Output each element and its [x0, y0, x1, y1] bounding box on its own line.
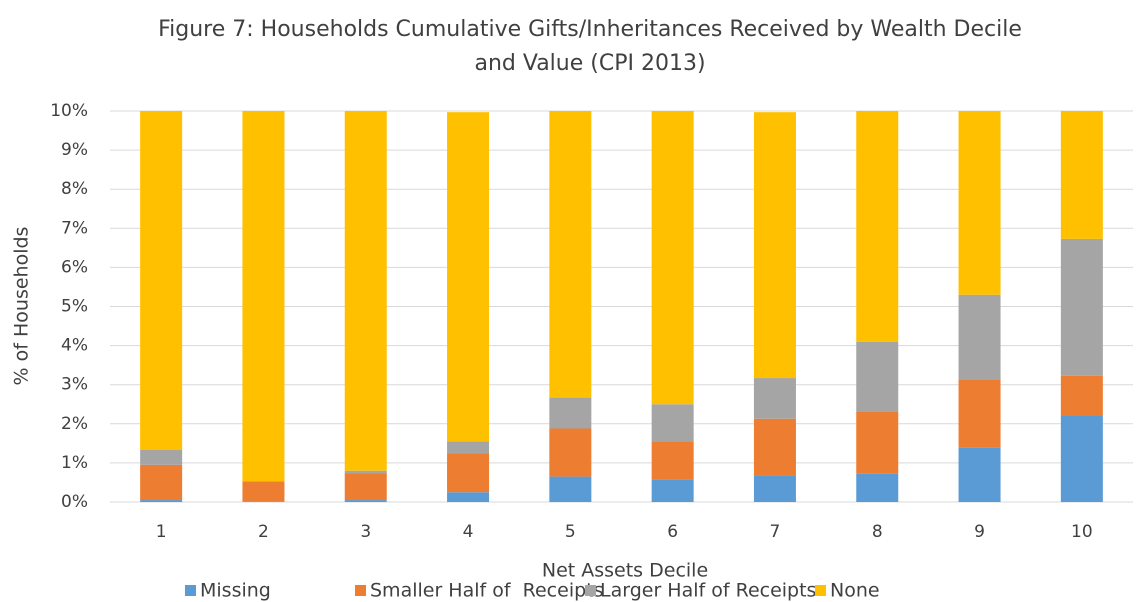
x-tick-label: 7: [770, 522, 781, 542]
y-tick-label: 6%: [61, 257, 88, 277]
legend-label: None: [830, 580, 880, 602]
bar-segment: [856, 341, 899, 412]
legend-swatch: [355, 585, 366, 596]
y-tick-label: 0%: [61, 492, 88, 512]
bar-segment: [856, 411, 899, 474]
x-tick-label: 2: [258, 522, 269, 542]
x-tick-label: 3: [360, 522, 371, 542]
legend-swatch: [815, 585, 826, 596]
bar-segment: [549, 397, 592, 429]
bar-segment: [140, 111, 183, 450]
chart-title: and Value (CPI 2013): [474, 51, 705, 76]
x-axis-label: Net Assets Decile: [542, 560, 708, 582]
legend-label: Smaller Half of Receipts: [370, 580, 604, 602]
bar-segment: [140, 500, 183, 502]
bar-segment: [958, 380, 1001, 448]
bar-segment: [1060, 375, 1103, 416]
bar-segment: [753, 378, 796, 419]
y-axis-label: % of Households: [11, 227, 33, 386]
bar-segment: [753, 112, 796, 379]
bar-segment: [447, 453, 490, 493]
bar-segment: [549, 111, 592, 398]
bar-segment: [447, 441, 490, 454]
y-tick-label: 9%: [61, 140, 88, 160]
x-tick-label: 8: [872, 522, 883, 542]
bar-segment: [242, 111, 285, 482]
x-tick-label: 6: [667, 522, 678, 542]
bar-segment: [651, 404, 694, 442]
x-tick-label: 9: [974, 522, 985, 542]
bar-segment: [1060, 415, 1103, 502]
bar-segment: [344, 470, 387, 474]
bar-segment: [242, 501, 285, 502]
x-tick-label: 5: [565, 522, 576, 542]
bar-segment: [140, 449, 183, 465]
bar-segment: [1060, 238, 1103, 376]
bar-segment: [447, 492, 490, 502]
bar-segment: [549, 476, 592, 502]
bar-segment: [140, 464, 183, 501]
chart-title: Figure 7: Households Cumulative Gifts/In…: [158, 17, 1022, 42]
bar-segment: [856, 473, 899, 502]
bar-segment: [242, 481, 285, 502]
bar-segment: [856, 111, 899, 342]
y-tick-label: 10%: [50, 101, 88, 121]
bar-segment: [344, 500, 387, 502]
x-tick-label: 4: [463, 522, 474, 542]
legend-label: Larger Half of Receipts: [600, 580, 816, 602]
y-tick-label: 5%: [61, 297, 88, 317]
bar-segment: [651, 479, 694, 502]
bar-segment: [753, 418, 796, 476]
y-tick-label: 7%: [61, 218, 88, 238]
bar-segment: [753, 475, 796, 502]
legend-label: Missing: [200, 580, 271, 602]
bar-segment: [549, 428, 592, 477]
bar-segment: [344, 473, 387, 501]
legend-swatch: [185, 585, 196, 596]
bar-segment: [344, 111, 387, 471]
bar-segment: [958, 111, 1001, 295]
bar-segment: [447, 112, 490, 442]
y-tick-label: 3%: [61, 375, 88, 395]
bar-segment: [651, 441, 694, 480]
y-tick-label: 4%: [61, 336, 88, 356]
x-tick-label: 10: [1071, 522, 1093, 542]
legend-swatch: [585, 585, 596, 596]
bar-segment: [651, 111, 694, 405]
y-tick-label: 2%: [61, 414, 88, 434]
bar-segment: [958, 447, 1001, 502]
bar-segment: [958, 294, 1001, 381]
x-tick-label: 1: [156, 522, 167, 542]
y-tick-label: 1%: [61, 453, 88, 473]
y-tick-label: 8%: [61, 179, 88, 199]
bar-segment: [1060, 111, 1103, 239]
